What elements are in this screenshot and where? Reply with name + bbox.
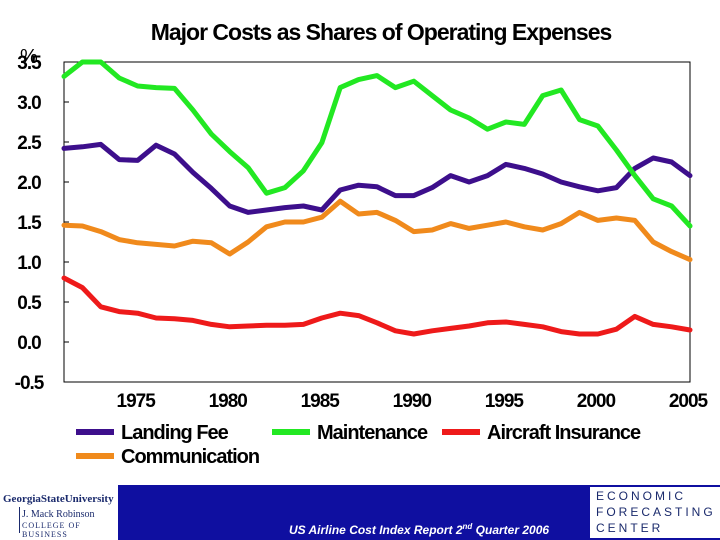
- y-tick-label: 2.5: [17, 133, 42, 154]
- x-axis-ticks: 1975 1980 1985 1990 1995 2000 2005: [117, 391, 710, 412]
- x-tick-label: 1985: [301, 391, 341, 412]
- chart-title: Major Costs as Shares of Operating Expen…: [151, 19, 612, 45]
- y-tick-label: 1.0: [17, 253, 41, 274]
- y-axis-label: %: [20, 46, 38, 68]
- y-axis-ticks: 3.5 3.0 2.5 2.0 1.5 1.0 0.5 0.0 -0.5: [15, 53, 69, 394]
- line-chart: Major Costs as Shares of Operating Expen…: [14, 19, 710, 468]
- series-line-maintenance: [61, 59, 693, 229]
- report-title: US Airline Cost Index Report 2nd Quarter…: [288, 522, 550, 537]
- x-tick-label: 1990: [393, 391, 432, 412]
- y-tick-label: 0.5: [17, 293, 42, 314]
- series-line-communication: [61, 198, 693, 263]
- series-lines: [61, 59, 693, 337]
- legend-label: Maintenance: [317, 422, 428, 444]
- logo-line-center: CENTER: [596, 521, 664, 535]
- logo-line-college: COLLEGE OF BUSINESS: [22, 521, 81, 539]
- logo-line-economic: ECONOMIC: [596, 489, 686, 503]
- legend-label: Landing Fee: [121, 422, 229, 444]
- y-tick-label: 2.0: [17, 173, 41, 194]
- georgia-state-university-logo: GeorgiaStateUniversity J. Mack Robinson …: [0, 485, 118, 540]
- legend-label: Aircraft Insurance: [487, 422, 641, 444]
- legend: Landing Fee Maintenance Aircraft Insurance…: [76, 422, 642, 468]
- plot-area: [63, 61, 691, 383]
- y-tick-label: 3.5: [17, 53, 42, 74]
- logo-line-university: GeorgiaStateUniversity: [3, 493, 114, 505]
- x-tick-label: 2000: [577, 391, 616, 412]
- logo-divider: [3, 507, 20, 533]
- y-tick-label: 0.0: [17, 333, 41, 354]
- y-tick-label: 1.5: [17, 213, 42, 234]
- x-tick-label: 1975: [117, 391, 157, 412]
- series-line-landing-fee: [61, 141, 693, 215]
- series-line-aircraft-insurance: [61, 275, 693, 337]
- logo-line-forecasting: FORECASTING: [596, 505, 716, 519]
- x-tick-label: 1980: [209, 391, 248, 412]
- y-tick-label: 3.0: [17, 93, 41, 114]
- legend-label: Communication: [121, 446, 259, 468]
- y-tick-label: -0.5: [15, 373, 45, 394]
- logo-line-robinson: J. Mack Robinson: [22, 509, 95, 520]
- x-tick-label: 2005: [669, 391, 709, 412]
- x-tick-label: 1995: [485, 391, 525, 412]
- economic-forecasting-center-logo: ECONOMIC FORECASTING CENTER: [590, 487, 720, 538]
